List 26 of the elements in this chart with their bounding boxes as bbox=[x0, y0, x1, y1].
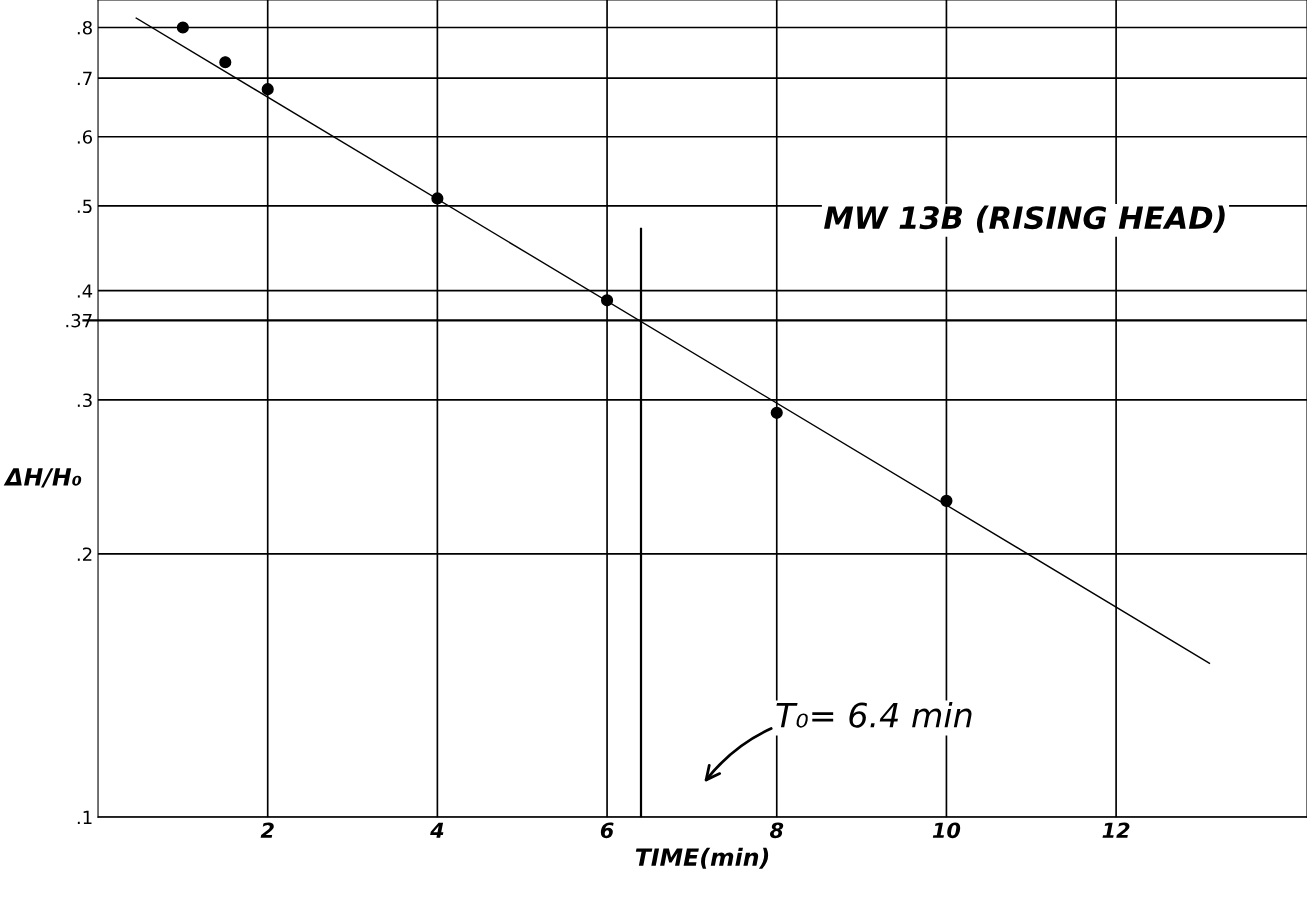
y-tick-label: .5 bbox=[77, 199, 92, 214]
x-tick-label: 8 bbox=[769, 822, 784, 839]
x-tick-label: 12 bbox=[1102, 822, 1130, 838]
annotation: T₀= 6.4 min bbox=[776, 701, 972, 728]
y-tick-label: .4 bbox=[77, 284, 93, 298]
y-tick-label: .3 bbox=[77, 393, 92, 408]
y-tick-label: .8 bbox=[77, 20, 92, 35]
point bbox=[431, 192, 444, 205]
y-tick-label: .1 bbox=[77, 810, 92, 825]
point bbox=[770, 406, 783, 419]
point bbox=[940, 494, 953, 507]
x-tick-label: 10 bbox=[932, 822, 961, 839]
point bbox=[600, 294, 614, 307]
x-tick-label: 6 bbox=[600, 822, 614, 839]
annotation: MW 13B (RISING HEAD) bbox=[824, 205, 1225, 233]
point bbox=[219, 56, 232, 69]
y-tick-label: .7 bbox=[77, 71, 92, 86]
x-tick-label: 4 bbox=[430, 822, 444, 838]
point bbox=[261, 83, 274, 96]
x-tick-label: 2 bbox=[260, 822, 274, 838]
y-tick-label: .2 bbox=[77, 547, 92, 561]
y-tick-label: .6 bbox=[77, 130, 93, 144]
x-axis-title: TIME(min) bbox=[635, 847, 769, 869]
point bbox=[176, 21, 189, 34]
y-tick-label: .37 bbox=[66, 313, 92, 328]
y-axis-title: ΔH/H₀ bbox=[3, 468, 82, 488]
